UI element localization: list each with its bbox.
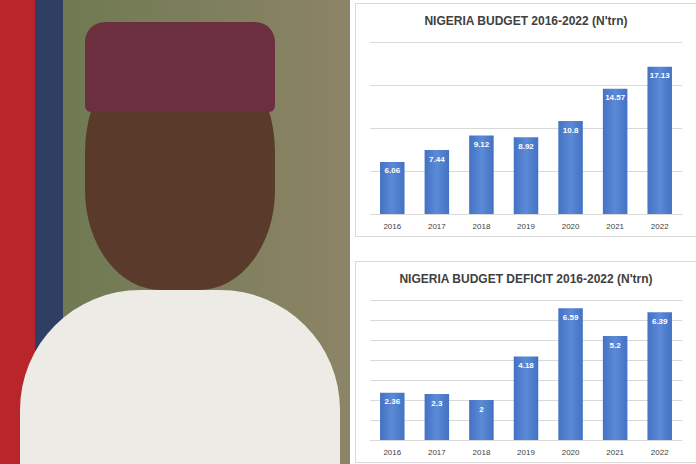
svg-text:6.59: 6.59	[563, 313, 579, 322]
svg-text:10.8: 10.8	[563, 126, 579, 135]
svg-text:2017: 2017	[428, 222, 446, 231]
svg-text:2022: 2022	[651, 448, 669, 457]
svg-text:2016: 2016	[383, 222, 401, 231]
svg-text:6.39: 6.39	[652, 317, 668, 326]
svg-text:14.57: 14.57	[605, 93, 626, 102]
svg-text:2020: 2020	[562, 222, 580, 231]
svg-text:7.44: 7.44	[429, 155, 445, 164]
svg-text:2022: 2022	[651, 222, 669, 231]
svg-text:2.3: 2.3	[431, 399, 443, 408]
svg-text:4.18: 4.18	[518, 361, 534, 370]
svg-text:NIGERIA BUDGET 2016-2022 (N'tr: NIGERIA BUDGET 2016-2022 (N'trn)	[424, 14, 627, 28]
svg-text:2018: 2018	[473, 222, 491, 231]
svg-text:2: 2	[479, 405, 484, 414]
svg-text:2021: 2021	[606, 448, 624, 457]
svg-text:2021: 2021	[606, 222, 624, 231]
svg-text:NIGERIA BUDGET DEFICIT 2016-20: NIGERIA BUDGET DEFICIT 2016-2022 (N'trn)	[399, 272, 652, 286]
svg-text:2020: 2020	[562, 448, 580, 457]
svg-text:2019: 2019	[517, 448, 535, 457]
svg-text:2018: 2018	[473, 448, 491, 457]
svg-text:5.2: 5.2	[610, 341, 622, 350]
svg-text:2019: 2019	[517, 222, 535, 231]
svg-text:17.13: 17.13	[650, 71, 671, 80]
svg-text:2.36: 2.36	[384, 397, 400, 406]
svg-text:9.12: 9.12	[474, 140, 490, 149]
svg-text:2016: 2016	[383, 448, 401, 457]
svg-text:6.06: 6.06	[384, 166, 400, 175]
svg-text:2017: 2017	[428, 448, 446, 457]
svg-text:8.92: 8.92	[518, 142, 534, 151]
